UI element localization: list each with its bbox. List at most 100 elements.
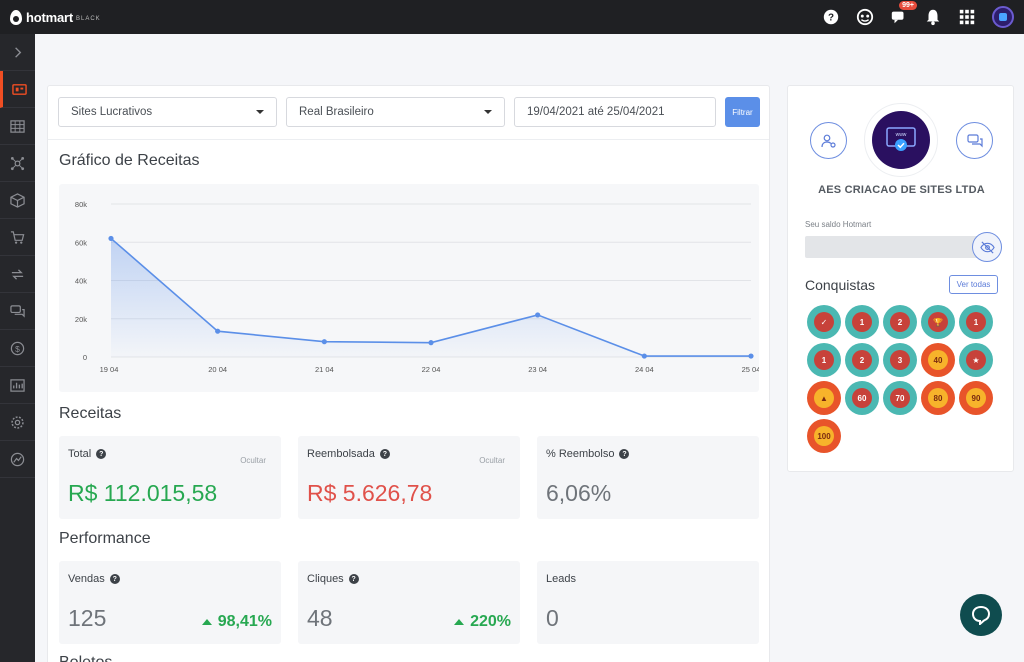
- help-icon[interactable]: ?: [96, 449, 107, 459]
- eye-off-icon: [979, 240, 995, 254]
- profile-avatar[interactable]: www: [864, 103, 938, 177]
- profile-card: www AES CRIACAO DE SITES LTDA Seu saldo …: [787, 85, 1014, 472]
- x-tick-label: 22 04: [422, 365, 441, 374]
- boletos-title: Boletos: [59, 654, 112, 662]
- site-select[interactable]: Sites Lucrativos: [58, 97, 277, 127]
- achievement-badge[interactable]: 40: [921, 343, 955, 377]
- x-tick-label: 25 04: [742, 365, 759, 374]
- toggle-balance-button[interactable]: [972, 232, 1002, 262]
- achievement-badge[interactable]: ★: [959, 343, 993, 377]
- y-tick-label: 0: [83, 353, 87, 362]
- data-point[interactable]: [428, 340, 434, 346]
- sidebar-item-finance[interactable]: $: [0, 330, 35, 367]
- achievement-badge[interactable]: 80: [921, 381, 955, 415]
- achievements-title: Conquistas: [805, 277, 876, 293]
- achievement-badge[interactable]: 60: [845, 381, 879, 415]
- hotmart-logo[interactable]: hotmart BLACK: [10, 9, 101, 25]
- achievement-badge[interactable]: ▲: [807, 381, 841, 415]
- achievement-badge[interactable]: 100: [807, 419, 841, 453]
- achievement-badge[interactable]: 2: [845, 343, 879, 377]
- community-icon[interactable]: [856, 8, 874, 26]
- help-icon[interactable]: ?: [109, 574, 120, 584]
- sidebar-item-products[interactable]: [0, 182, 35, 219]
- achievement-badge[interactable]: 70: [883, 381, 917, 415]
- sidebar-item-recurrence[interactable]: [0, 256, 35, 293]
- stat-reembolso-pct-value: 6,06%: [546, 480, 612, 506]
- data-point[interactable]: [108, 235, 114, 242]
- help-icon[interactable]: ?: [348, 574, 359, 584]
- bell-icon[interactable]: [924, 8, 942, 26]
- arrow-up-icon: [201, 619, 212, 625]
- hide-total-link[interactable]: Ocultar: [240, 456, 266, 465]
- data-point[interactable]: [535, 312, 541, 318]
- achievement-badge[interactable]: 1: [807, 343, 841, 377]
- sidebar-item-dashboard[interactable]: [0, 71, 35, 108]
- sidebar-expand-chevron-icon[interactable]: [0, 34, 35, 71]
- x-tick-label: 21 04: [315, 365, 334, 374]
- data-point[interactable]: [641, 353, 647, 359]
- caret-down-icon: [484, 110, 492, 114]
- stat-total-label: Total: [68, 448, 92, 460]
- achievement-badge-label: ✓: [814, 312, 834, 332]
- x-tick-label: 23 04: [528, 365, 547, 374]
- svg-text:?: ?: [828, 13, 834, 24]
- stat-vendas-delta-value: 98,41%: [217, 613, 272, 630]
- date-range-value: 19/04/2021 até 25/04/2021: [527, 106, 665, 118]
- user-gear-icon: [820, 134, 836, 148]
- website-verified-icon: www: [886, 127, 916, 151]
- x-tick-label: 20 04: [208, 365, 227, 374]
- y-tick-label: 60k: [75, 238, 87, 247]
- help-icon[interactable]: ?: [379, 449, 390, 459]
- help-icon[interactable]: ?: [619, 449, 630, 459]
- stat-leads-value: 0: [546, 605, 559, 631]
- support-chat-button[interactable]: [956, 122, 993, 159]
- data-point[interactable]: [748, 353, 754, 359]
- sidebar-item-chat[interactable]: [0, 293, 35, 330]
- account-settings-button[interactable]: [810, 122, 847, 159]
- stat-total-value: R$ 112.015,58: [68, 480, 218, 506]
- achievement-badge[interactable]: 2: [883, 305, 917, 339]
- chat-widget-button[interactable]: [960, 594, 1002, 636]
- user-avatar[interactable]: [992, 6, 1014, 28]
- chat-bubble-icon: [971, 605, 991, 625]
- chat-bubbles-icon: [966, 133, 983, 147]
- balance-label: Seu saldo Hotmart: [805, 220, 872, 229]
- help-icon[interactable]: ?: [822, 8, 840, 26]
- sidebar-item-grid[interactable]: [0, 108, 35, 145]
- x-tick-label: 19 04: [100, 365, 119, 374]
- date-range-input[interactable]: 19/04/2021 até 25/04/2021: [514, 97, 716, 127]
- stat-reembolsada-label: Reembolsada: [307, 448, 375, 460]
- sidebar-item-settings[interactable]: [0, 404, 35, 441]
- stat-total: Total? Ocultar R$ 112.015,58: [59, 436, 281, 519]
- sidebar-item-reports[interactable]: [0, 367, 35, 404]
- y-tick-label: 40k: [75, 277, 87, 286]
- data-point[interactable]: [321, 339, 327, 345]
- achievement-badge-label: 3: [890, 350, 910, 370]
- stat-vendas-label: Vendas: [68, 573, 105, 585]
- currency-select[interactable]: Real Brasileiro: [286, 97, 505, 127]
- sidebar-item-cart[interactable]: [0, 219, 35, 256]
- achievement-badge[interactable]: 3: [883, 343, 917, 377]
- achievement-badge[interactable]: ✓: [807, 305, 841, 339]
- arrow-up-icon: [454, 619, 465, 625]
- y-tick-label: 20k: [75, 315, 87, 324]
- stat-cliques: Cliques? 48 220%: [298, 561, 520, 644]
- revenue-chart-title: Gráfico de Receitas: [59, 152, 200, 169]
- achievement-badge[interactable]: 1: [845, 305, 879, 339]
- sidebar-item-network[interactable]: [0, 145, 35, 182]
- sidebar-item-analytics[interactable]: [0, 441, 35, 478]
- apps-grid-icon[interactable]: [958, 8, 976, 26]
- achievement-badge[interactable]: 1: [959, 305, 993, 339]
- achievement-badge-label: 40: [928, 350, 948, 370]
- messages-icon[interactable]: 99+: [890, 1, 917, 26]
- filter-button[interactable]: Filtrar: [725, 97, 760, 127]
- achievement-badge[interactable]: 90: [959, 381, 993, 415]
- revenue-area: [111, 238, 751, 357]
- divider: [48, 139, 769, 140]
- hide-reembolsada-link[interactable]: Ocultar: [479, 456, 505, 465]
- achievement-badge-label: 90: [966, 388, 986, 408]
- achievement-badge[interactable]: 🏆: [921, 305, 955, 339]
- see-all-achievements-button[interactable]: Ver todas: [949, 275, 998, 294]
- data-point[interactable]: [215, 328, 221, 334]
- stat-vendas-delta: 98,41%: [201, 613, 272, 631]
